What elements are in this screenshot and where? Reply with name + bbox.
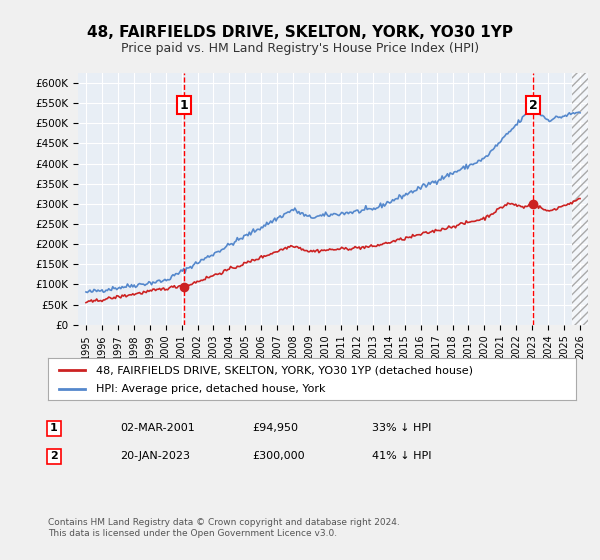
Text: 48, FAIRFIELDS DRIVE, SKELTON, YORK, YO30 1YP: 48, FAIRFIELDS DRIVE, SKELTON, YORK, YO3…	[87, 25, 513, 40]
Text: 2: 2	[529, 99, 538, 111]
Text: 33% ↓ HPI: 33% ↓ HPI	[372, 423, 431, 433]
Text: 1: 1	[50, 423, 58, 433]
Text: Contains HM Land Registry data © Crown copyright and database right 2024.
This d: Contains HM Land Registry data © Crown c…	[48, 518, 400, 538]
Bar	[572, 73, 588, 325]
Text: 1: 1	[180, 99, 188, 111]
Text: 02-MAR-2001: 02-MAR-2001	[120, 423, 195, 433]
Text: 41% ↓ HPI: 41% ↓ HPI	[372, 451, 431, 461]
Text: £300,000: £300,000	[252, 451, 305, 461]
Text: HPI: Average price, detached house, York: HPI: Average price, detached house, York	[95, 384, 325, 394]
Bar	[572, 73, 588, 325]
Text: 20-JAN-2023: 20-JAN-2023	[120, 451, 190, 461]
Text: Price paid vs. HM Land Registry's House Price Index (HPI): Price paid vs. HM Land Registry's House …	[121, 42, 479, 55]
Text: 2: 2	[50, 451, 58, 461]
Text: 48, FAIRFIELDS DRIVE, SKELTON, YORK, YO30 1YP (detached house): 48, FAIRFIELDS DRIVE, SKELTON, YORK, YO3…	[95, 365, 473, 375]
Text: £94,950: £94,950	[252, 423, 298, 433]
